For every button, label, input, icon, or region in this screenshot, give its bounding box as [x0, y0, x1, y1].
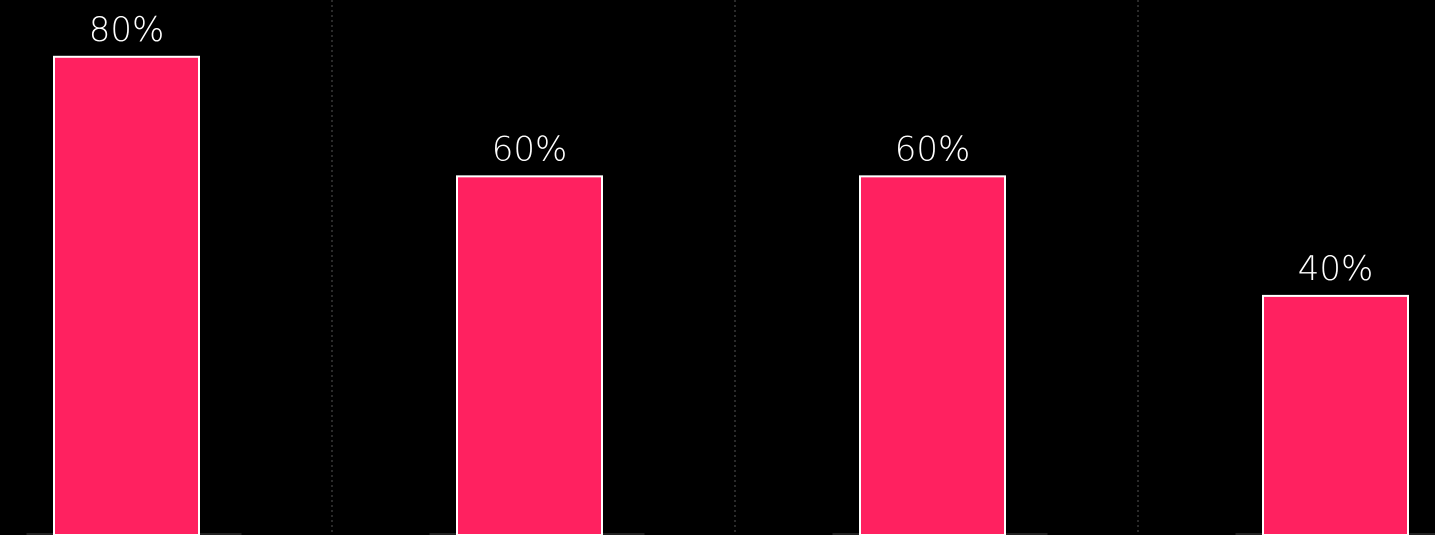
bar: [859, 175, 1006, 535]
bar: [456, 175, 603, 535]
bar: [1262, 294, 1409, 535]
value-label: 80%: [89, 10, 165, 50]
value-label: 60%: [895, 129, 971, 169]
value-label: 40%: [1298, 249, 1374, 289]
bar: [53, 55, 200, 535]
value-label: 60%: [492, 129, 568, 169]
